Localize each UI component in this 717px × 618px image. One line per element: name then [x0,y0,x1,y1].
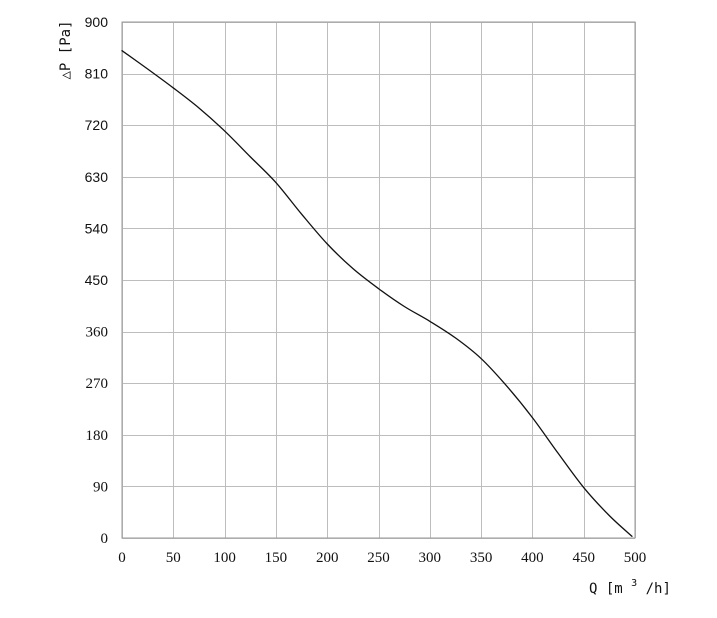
x-axis-tick-labels: 0 50 100 150 200 250 300 350 400 450 500 [118,550,646,566]
x-axis-label-prefix: Q [m [589,581,623,597]
y-tick-label: 90 [93,479,108,495]
plot-frame [121,21,636,539]
y-tick-label: 810 [85,66,109,82]
x-tick-label: 450 [572,550,595,566]
y-tick-label: 180 [86,428,109,444]
x-tick-label: 400 [521,550,544,566]
x-tick-label: 100 [213,550,236,566]
y-tick-label: 540 [85,220,109,236]
y-tick-label: 360 [86,325,109,341]
x-axis-label: Q [m 3 /h] [589,574,671,597]
y-tick-label: 0 [101,531,109,547]
y-tick-label: 630 [85,169,109,185]
y-axis-tick-labels: 0 90 180 270 360 450 540 630 720 810 900 [85,14,109,547]
x-axis-label-superscript: 3 [631,578,637,589]
y-tick-label: 450 [85,272,109,288]
x-tick-label: 500 [624,550,647,566]
x-tick-label: 300 [419,550,442,566]
y-tick-label: 270 [86,376,109,392]
x-tick-label: 50 [166,550,181,566]
y-axis-label: △P [Pa] [58,20,74,79]
x-tick-label: 150 [265,550,288,566]
x-axis-label-suffix: /h] [646,581,671,597]
gridlines [122,22,636,539]
x-tick-label: 350 [470,550,493,566]
x-tick-label: 0 [118,550,126,566]
y-tick-label: 900 [85,14,109,30]
y-tick-label: 720 [85,117,109,133]
x-tick-label: 250 [367,550,390,566]
x-tick-label: 200 [316,550,339,566]
pressure-flow-curve [121,50,633,537]
